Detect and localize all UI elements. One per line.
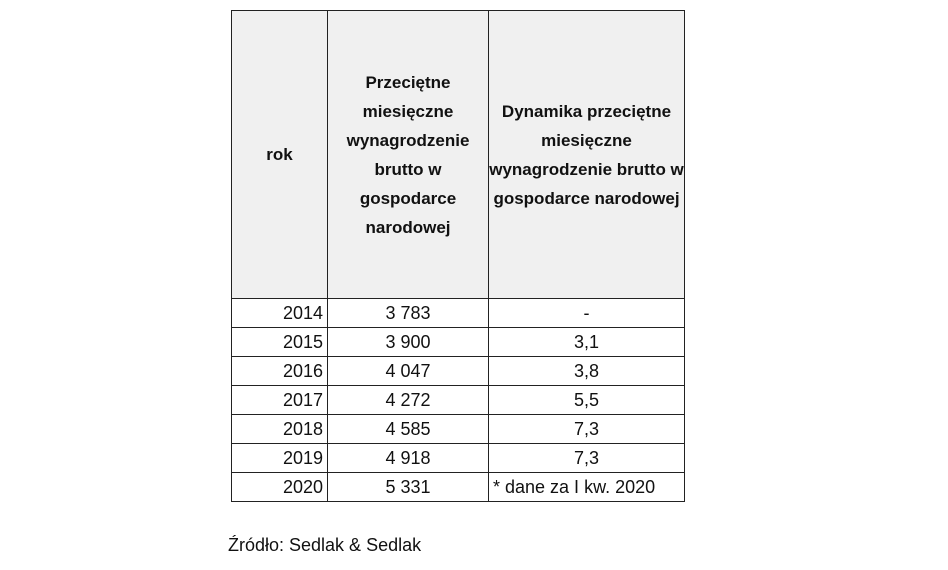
cell-wage: 4 918	[327, 443, 489, 473]
cell-wage: 4 585	[327, 414, 489, 444]
cell-dynamics: 3,8	[488, 356, 685, 386]
cell-dynamics: 7,3	[488, 443, 685, 473]
cell-dynamics: 5,5	[488, 385, 685, 415]
cell-year: 2014	[231, 298, 328, 328]
cell-dynamics: * dane za I kw. 2020	[488, 472, 685, 502]
table-body: 2014 3 783-2015 3 900 3,1 2016 4 047 3,8 2017 4 …	[231, 298, 685, 502]
header-row: rok Przeciętne miesięczne wynagrodzenie …	[231, 10, 685, 299]
table-row: 2014 3 783-	[231, 298, 685, 328]
cell-year: 2015	[231, 327, 328, 357]
table-row: 2020 5 331 * dane za I kw. 2020	[231, 472, 685, 502]
header-dynamics: Dynamika przeciętne miesięczne wynagrodz…	[488, 10, 685, 299]
cell-year: 2018	[231, 414, 328, 444]
table-row: 2015 3 900 3,1	[231, 327, 685, 357]
header-year: rok	[231, 10, 328, 299]
cell-wage: 3 900	[327, 327, 489, 357]
cell-dynamics: 3,1	[488, 327, 685, 357]
wage-table: rok Przeciętne miesięczne wynagrodzenie …	[231, 10, 685, 502]
header-wage: Przeciętne miesięczne wynagrodzenie brut…	[327, 10, 489, 299]
table-row: 2018 4 585 7,3	[231, 414, 685, 444]
cell-year: 2016	[231, 356, 328, 386]
cell-wage: 5 331	[327, 472, 489, 502]
source-note: Źródło: Sedlak & Sedlak	[228, 535, 422, 555]
cell-year: 2020	[231, 472, 328, 502]
cell-wage: 4 047	[327, 356, 489, 386]
cell-year: 2017	[231, 385, 328, 415]
table-row: 2016 4 047 3,8	[231, 356, 685, 386]
cell-year: 2019	[231, 443, 328, 473]
cell-wage: 3 783	[327, 298, 489, 328]
cell-dynamics: -	[488, 298, 685, 328]
table-row: 2019 4 918 7,3	[231, 443, 685, 473]
cell-dynamics: 7,3	[488, 414, 685, 444]
table-row: 2017 4 272 5,5	[231, 385, 685, 415]
cell-wage: 4 272	[327, 385, 489, 415]
